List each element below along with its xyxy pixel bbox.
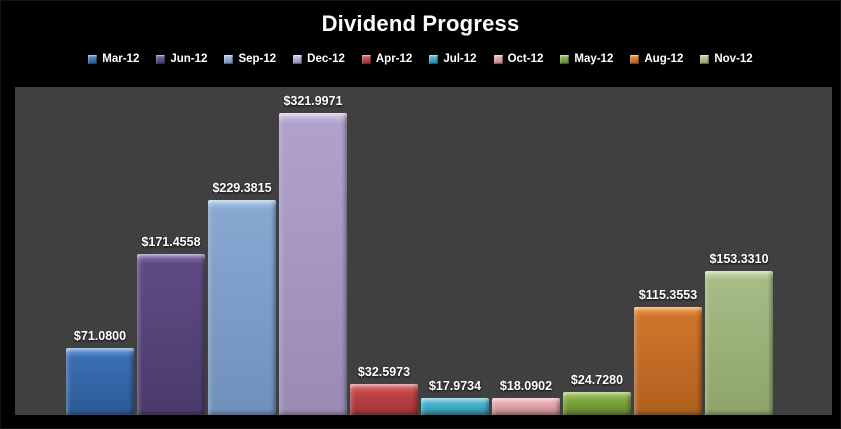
legend-label: Jul-12: [443, 53, 477, 65]
legend-label: Oct-12: [507, 53, 544, 65]
chart-title: Dividend Progress: [321, 11, 520, 36]
legend-item-mar-12[interactable]: Mar-12: [88, 53, 139, 65]
legend-label: Dec-12: [307, 53, 345, 65]
legend-label: Sep-12: [238, 53, 277, 65]
legend-swatch-icon: [630, 54, 640, 64]
bar-value-label: $153.3310: [709, 252, 769, 266]
plot-area: $71.0800 $171.4558 $229.3815 $321.9971 $32.5…: [15, 87, 832, 415]
bar-value-label: $171.4558: [141, 235, 201, 249]
bar-value-label: $321.9971: [283, 94, 343, 108]
legend-item-oct-12[interactable]: Oct-12: [493, 53, 544, 65]
bar-oct-12[interactable]: [492, 398, 560, 415]
legend-item-apr-12[interactable]: Apr-12: [361, 53, 413, 65]
legend-swatch-icon: [429, 54, 439, 64]
bar-mar-12[interactable]: [66, 348, 134, 415]
legend-item-aug-12[interactable]: Aug-12: [630, 53, 683, 65]
legend-label: Nov-12: [714, 53, 753, 65]
legend-label: Mar-12: [102, 53, 140, 65]
legend-label: May-12: [574, 53, 614, 65]
legend-swatch-icon: [293, 54, 303, 64]
legend-item-nov-12[interactable]: Nov-12: [700, 53, 753, 65]
bar-nov-12[interactable]: [705, 271, 773, 415]
legend-item-jul-12[interactable]: Jul-12: [429, 53, 477, 65]
bar-value-label: $18.0902: [499, 379, 553, 393]
legend-swatch-icon: [88, 54, 98, 64]
bar-jul-12[interactable]: [421, 398, 489, 415]
legend-item-dec-12[interactable]: Dec-12: [293, 53, 345, 65]
bar-sep-12[interactable]: [208, 200, 276, 415]
bar-aug-12[interactable]: [634, 307, 702, 415]
legend-swatch-icon: [700, 54, 710, 64]
bar-jun-12[interactable]: [137, 254, 205, 415]
legend-label: Apr-12: [375, 53, 413, 65]
bar-value-label: $71.0800: [73, 329, 127, 343]
legend-item-may-12[interactable]: May-12: [560, 53, 613, 65]
legend-label: Jun-12: [170, 53, 208, 65]
legend-swatch-icon: [224, 54, 234, 64]
legend-swatch-icon: [493, 54, 503, 64]
legend-item-sep-12[interactable]: Sep-12: [224, 53, 276, 65]
bar-may-12[interactable]: [563, 392, 631, 415]
bar-apr-12[interactable]: [350, 384, 418, 415]
legend-label: Aug-12: [644, 53, 684, 65]
bar-value-label: $17.9734: [428, 379, 482, 393]
bar-value-label: $24.7280: [570, 373, 624, 387]
bar-value-label: $32.5973: [357, 365, 411, 379]
legend-swatch-icon: [361, 54, 371, 64]
legend-swatch-icon: [156, 54, 166, 64]
legend-item-jun-12[interactable]: Jun-12: [156, 53, 207, 65]
bar-value-label: $229.3815: [212, 181, 272, 195]
legend-swatch-icon: [560, 54, 570, 64]
chart-legend: Mar-12 Jun-12 Sep-12 Dec-12 Apr-12 Jul-12 Oct-…: [1, 53, 840, 65]
bar-value-label: $115.3553: [638, 288, 698, 302]
bar-dec-12[interactable]: [279, 113, 347, 415]
